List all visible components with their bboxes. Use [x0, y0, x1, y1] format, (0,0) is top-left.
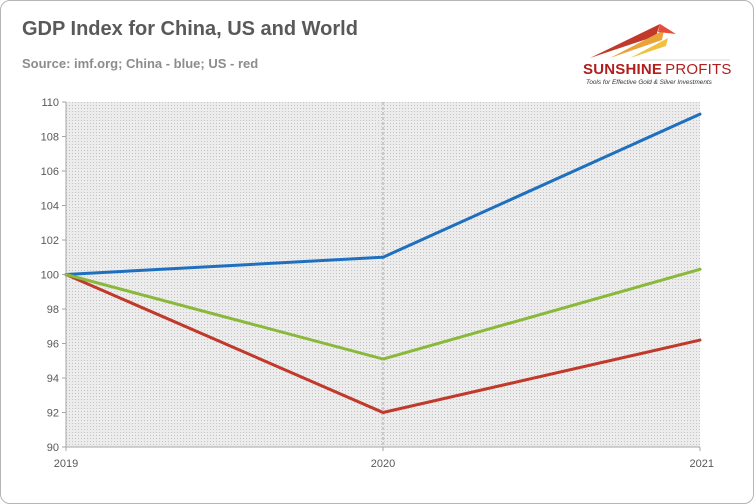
y-tick-label: 98 — [47, 304, 59, 316]
series-line-0 — [64, 112, 702, 276]
chart-subtitle: Source: imf.org; China - blue; US - red — [22, 56, 259, 71]
y-tick-label: 94 — [47, 373, 59, 385]
y-tick-label: 108 — [41, 132, 59, 144]
sunshine-profits-logo: SUNSHINE PROFITS Tools for Effective Gold… — [580, 18, 740, 88]
y-tick-label: 100 — [41, 270, 59, 282]
y-tick-label: 110 — [41, 97, 59, 109]
x-tick-label: 2019 — [54, 458, 78, 470]
logo-name-part1: SUNSHINE — [583, 61, 663, 78]
y-tick-label: 104 — [41, 201, 59, 213]
y-tick-label: 92 — [47, 408, 59, 420]
y-tick-label: 106 — [41, 166, 59, 178]
x-tick-label: 2020 — [371, 458, 395, 470]
series-line-2 — [64, 267, 702, 361]
y-tick-label: 90 — [47, 442, 59, 454]
series-line-1 — [64, 273, 702, 414]
logo-name-part2: PROFITS — [665, 61, 732, 78]
logo-tagline: Tools for Effective Gold & Silver Invest… — [586, 79, 712, 86]
rising-swoosh-logo-icon — [590, 24, 730, 61]
y-tick-label: 102 — [41, 235, 59, 247]
logo-name: SUNSHINE PROFITS — [583, 61, 732, 78]
chart-title: GDP Index for China, US and World — [22, 18, 358, 40]
x-tick-label: 2021 — [690, 458, 714, 470]
y-tick-label: 96 — [47, 339, 59, 351]
